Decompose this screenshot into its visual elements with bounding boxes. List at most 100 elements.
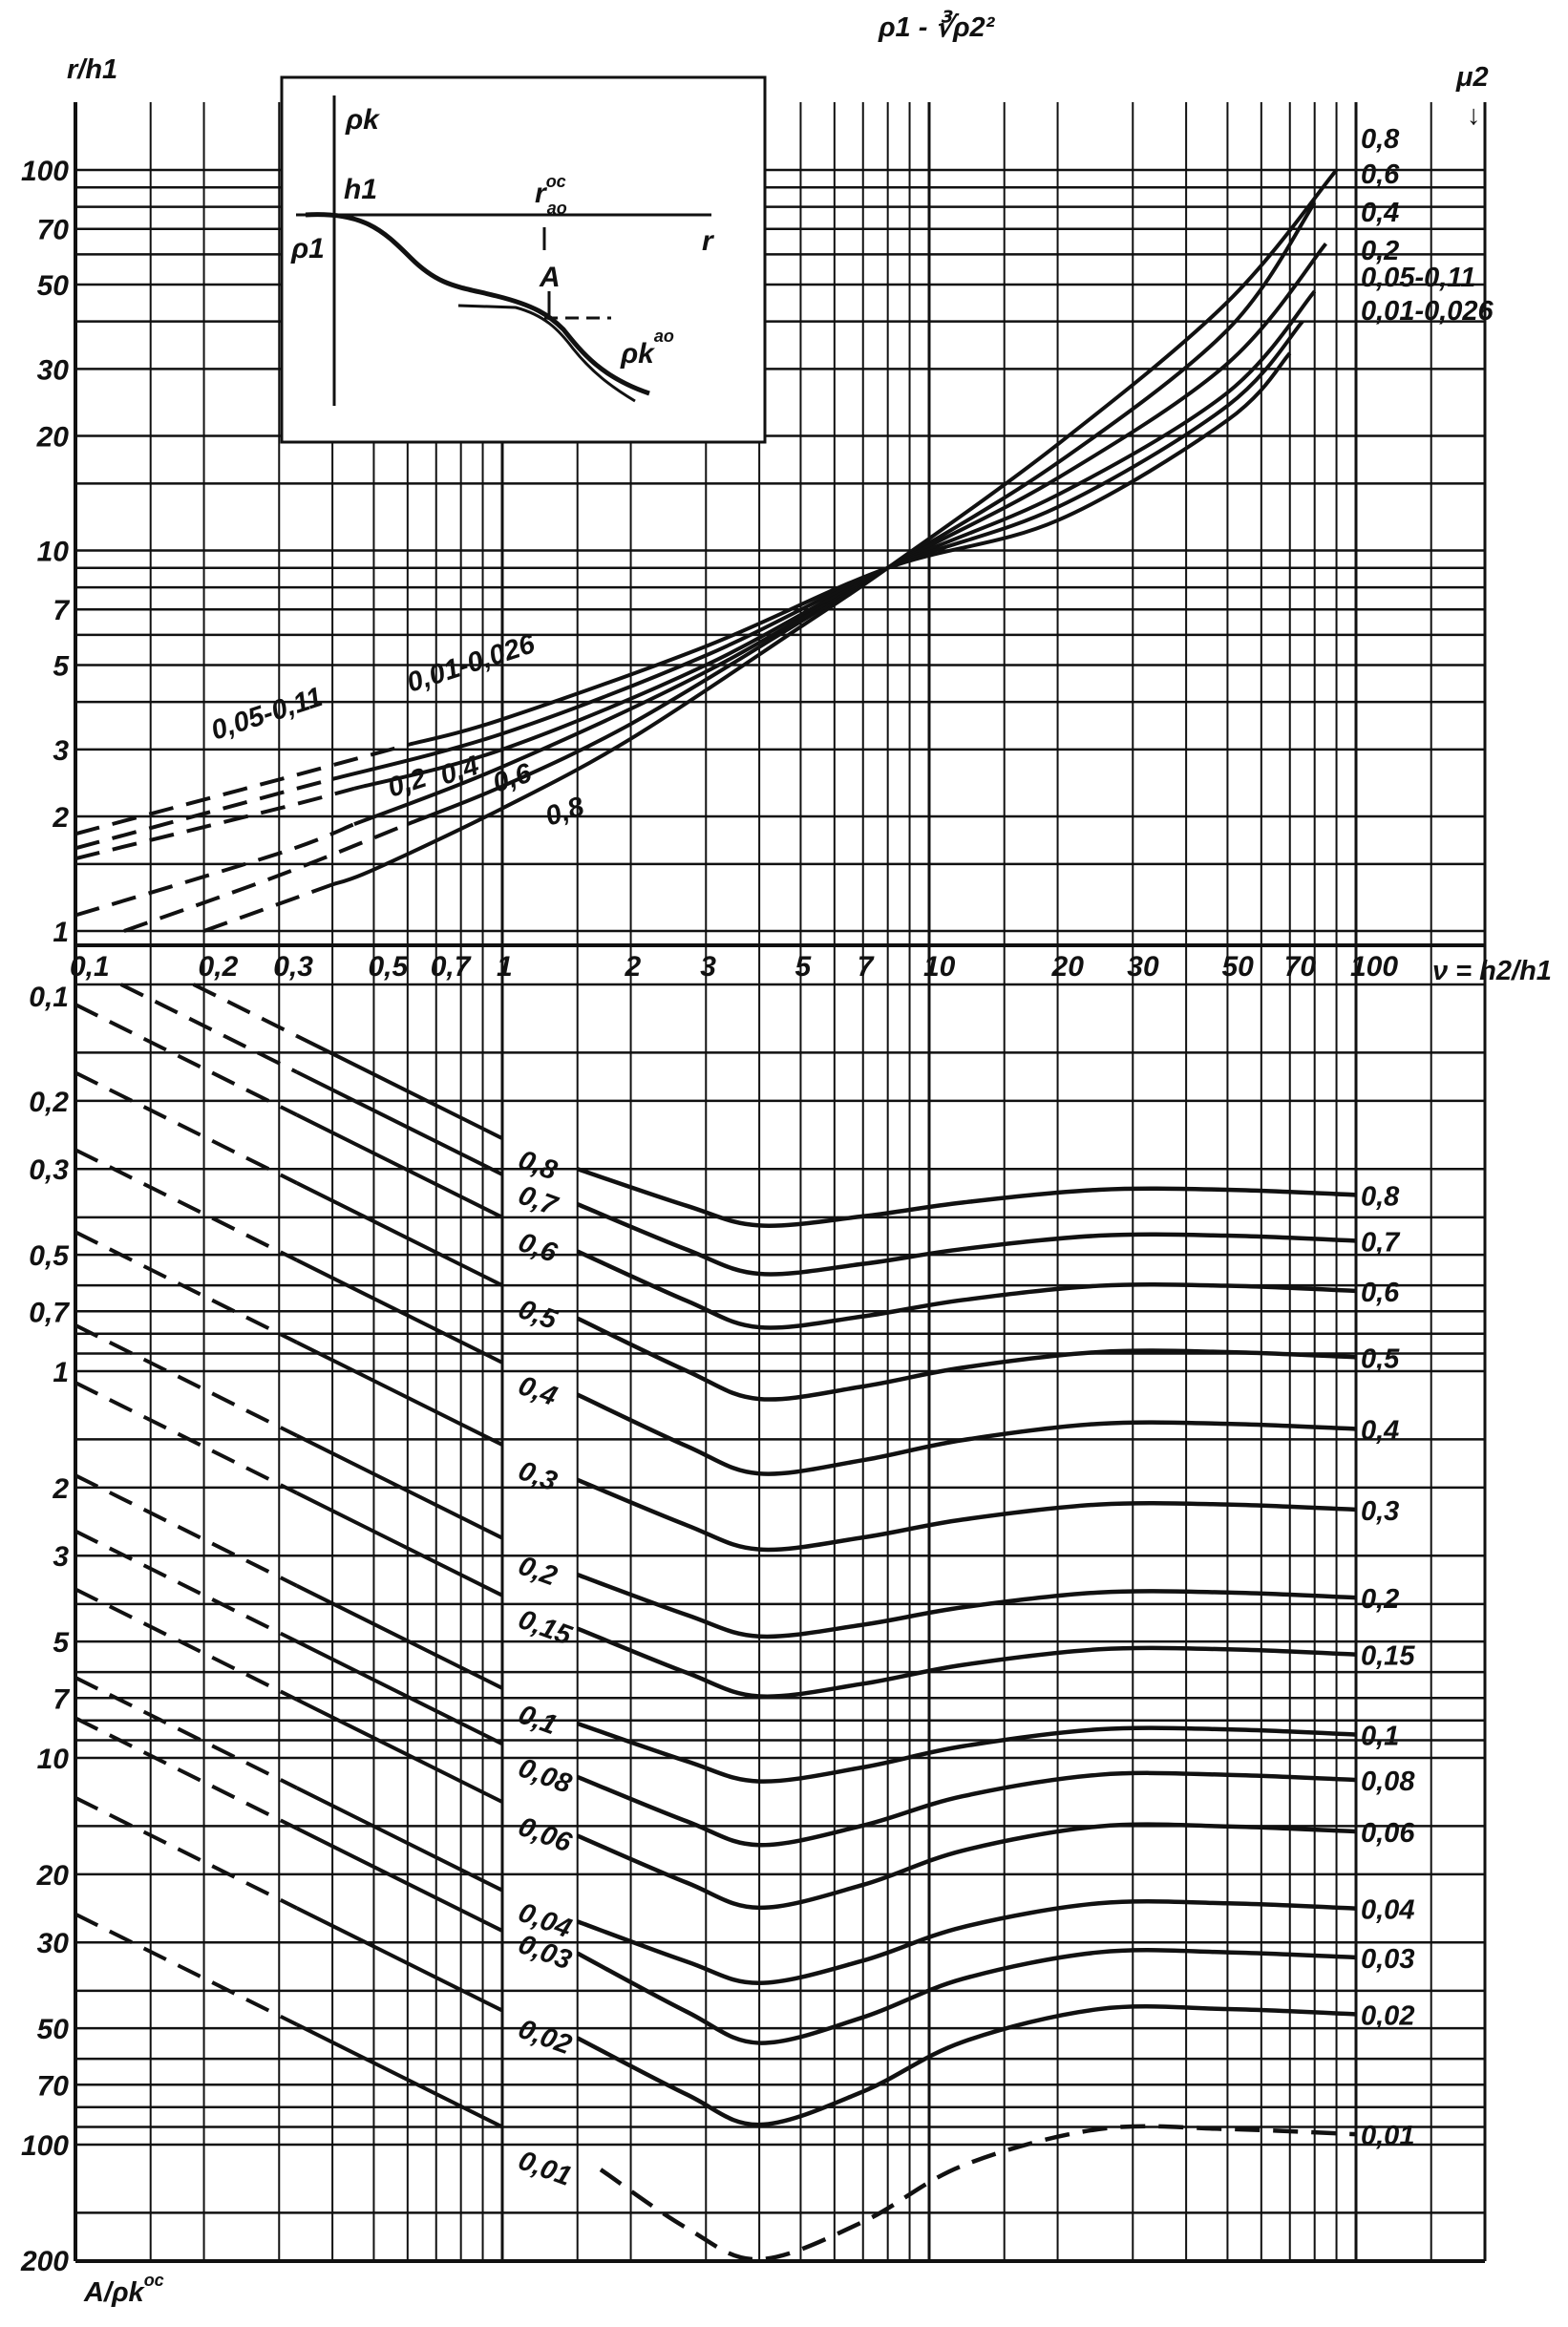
left-line-solid — [295, 1258, 503, 1364]
curve-label-bottom-left: 0,15 — [515, 1604, 577, 1652]
left-line-dashed — [74, 1148, 298, 1262]
curve-bottom — [576, 1316, 1357, 1402]
x-tick-label: 0,2 — [199, 951, 239, 983]
x-tick-label: 20 — [1051, 951, 1085, 983]
y-tick-label-bottom: 3 — [53, 1541, 69, 1573]
curve-bottom — [576, 1822, 1357, 1911]
left-line-dashed — [74, 1381, 298, 1495]
left-line-dashed — [74, 1796, 298, 1911]
curve-label-bottom-right: 0,04 — [1361, 1895, 1414, 1926]
curve-label-bottom-right: 0,15 — [1361, 1641, 1415, 1672]
chart-title: ρ1 - ∛ρ2² — [878, 10, 996, 43]
curve-label-bottom-right: 0,8 — [1361, 1181, 1400, 1212]
curve-label-bottom-right: 0,7 — [1361, 1227, 1401, 1258]
y-tick-label-top: 7 — [53, 595, 70, 626]
inset-h1: h1 — [344, 174, 377, 205]
left-line-dashed — [74, 1912, 298, 2027]
curve-bottom — [576, 1477, 1357, 1553]
curve-label-bottom-right: 0,6 — [1361, 1278, 1400, 1308]
curve-label-bottom-right: 0,01 — [1361, 2121, 1414, 2151]
curve-top-dashed — [123, 822, 409, 933]
y-tick-label-bottom: 50 — [37, 2014, 70, 2045]
left-line-dashed — [74, 1716, 298, 1830]
x-tick-label: 7 — [858, 951, 875, 983]
left-line-solid — [295, 1698, 503, 1804]
left-line-dashed — [74, 1587, 298, 1702]
curve-bottom — [576, 1770, 1357, 1848]
curves: 0,80,80,60,60,40,40,20,20,05-0,110,05-0,… — [74, 124, 1494, 2262]
curve-bottom — [576, 2004, 1357, 2127]
curve-bottom — [576, 1392, 1357, 1476]
y-tick-label-bottom: 100 — [21, 2130, 69, 2162]
y-tick-label-bottom: 5 — [53, 1627, 70, 1659]
curve-label-bottom-right: 0,03 — [1361, 1944, 1414, 1975]
curve-label-top-left: 0,8 — [541, 791, 588, 832]
y-tick-label-top: 30 — [37, 354, 70, 386]
inset-rho-k: ρk — [345, 104, 380, 136]
curve-bottom — [576, 1626, 1357, 1700]
inset-diagram: ρk h1 roc ao ρ1 r A ρkao — [280, 75, 767, 444]
curve-label-bottom-right: 0,5 — [1361, 1343, 1400, 1374]
y-tick-label-bottom: 1 — [53, 1357, 69, 1388]
left-line-solid — [295, 1786, 503, 1893]
curve-bottom — [576, 1202, 1357, 1277]
tick-labels: 0,1 0,2 0,3 0,5 0,7 1 2 3 5 7 10 20 30 50 70 1001007050… — [20, 156, 1398, 2277]
curve-label-bottom-left: 0,08 — [515, 1752, 577, 1800]
inset-r-ao: roc ao — [535, 172, 567, 218]
y-tick-label-top: 10 — [37, 537, 70, 568]
curve-bottom — [576, 1573, 1357, 1639]
curve-label-top-right: 0,01-0,026 — [1361, 296, 1494, 327]
x-tick-label: 100 — [1350, 951, 1398, 983]
y-tick-label-top: 3 — [53, 735, 69, 767]
curve-top-dashed — [74, 822, 355, 918]
y-tick-label-bottom: 0,1 — [29, 982, 69, 1013]
left-line-solid — [295, 1827, 503, 1933]
curve-label-top-left: 0,01-0,026 — [403, 628, 540, 699]
curve-bottom — [576, 1898, 1357, 1985]
curve-bottom — [576, 1249, 1357, 1330]
x-tick-label: 70 — [1284, 951, 1317, 983]
y-axis-bottom-label: A/ρkoc — [83, 2271, 164, 2308]
x-tick-label: 50 — [1221, 951, 1254, 983]
mu-label: μ2 — [1455, 62, 1489, 93]
y-tick-label-bottom: 0,5 — [29, 1240, 70, 1272]
left-line-solid — [295, 1112, 503, 1219]
curve-label-bottom-left: 0,6 — [515, 1227, 562, 1269]
left-line-dashed — [119, 983, 298, 1074]
left-line-dashed — [74, 1529, 298, 1643]
curve-label-bottom-right: 0,4 — [1361, 1415, 1399, 1446]
curve-label-bottom-left: 0,02 — [515, 2014, 576, 2061]
curve-top-dashed — [74, 776, 333, 851]
left-line-solid — [295, 1491, 503, 1597]
x-tick-label: 0,5 — [368, 951, 409, 983]
inset-rho-1: ρ1 — [290, 233, 325, 264]
left-line-solid — [295, 1639, 503, 1746]
curve-label-bottom-right: 0,02 — [1361, 2000, 1414, 2031]
y-tick-label-top: 50 — [37, 270, 70, 302]
curve-label-bottom-left: 0,7 — [515, 1180, 563, 1222]
left-line-dashed — [74, 1473, 298, 1588]
curve-bottom — [576, 1948, 1357, 2045]
curve-top — [331, 168, 1339, 887]
curve-label-bottom-right: 0,3 — [1361, 1496, 1399, 1527]
curve-label-top-left: 0,05-0,11 — [207, 682, 326, 747]
y-tick-label-bottom: 0,2 — [29, 1087, 69, 1118]
inset-rho-k-ao: ρkao — [620, 327, 674, 370]
x-tick-label: 1 — [497, 951, 513, 983]
curve-top — [407, 351, 1292, 748]
curve-top-dashed — [74, 743, 409, 836]
x-tick-label: 0,7 — [431, 951, 472, 983]
curve-label-bottom-left: 0,3 — [515, 1455, 562, 1497]
y-tick-label-bottom: 20 — [36, 1860, 70, 1892]
x-tick-label: 3 — [700, 951, 716, 983]
left-line-solid — [295, 2022, 503, 2129]
left-line-solid — [295, 1181, 503, 1287]
y-tick-label-bottom: 0,7 — [29, 1297, 70, 1328]
curve-label-bottom-left: 0,1 — [515, 1700, 562, 1742]
curve-label-bottom-left: 0,01 — [515, 2146, 576, 2192]
left-line-dashed — [192, 983, 298, 1038]
left-line-solid — [295, 1906, 503, 2013]
y-tick-label-bottom: 10 — [37, 1744, 70, 1775]
y-tick-label-top: 100 — [21, 156, 69, 187]
